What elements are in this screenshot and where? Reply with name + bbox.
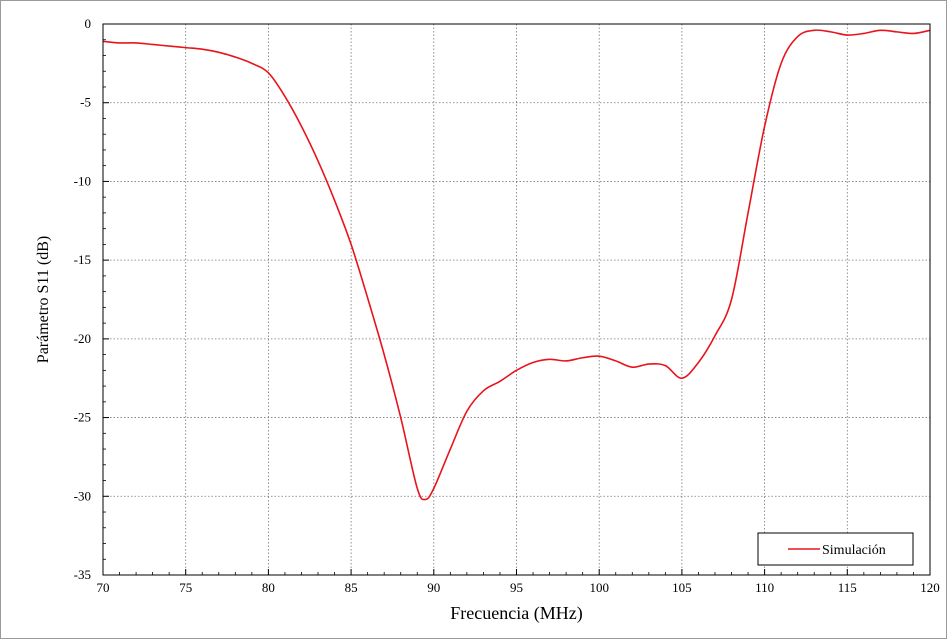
y-axis-ticks: 0 -5 -10 -15 -20 -25 -30 -35 bbox=[74, 16, 109, 582]
legend: Simulación bbox=[757, 532, 914, 566]
y-tick-label: -10 bbox=[74, 173, 91, 188]
minor-ticks bbox=[103, 39, 914, 575]
x-tick-label: 85 bbox=[345, 580, 358, 595]
series-line-simulacion bbox=[102, 29, 931, 501]
x-axis-label: Frecuencia (MHz) bbox=[450, 603, 582, 624]
legend-box bbox=[757, 532, 914, 566]
y-axis-label: Parámetro S11 (dB) bbox=[35, 236, 52, 363]
x-tick-label: 110 bbox=[755, 580, 774, 595]
grid-lines bbox=[103, 24, 930, 575]
y-tick-label: -25 bbox=[74, 410, 91, 425]
x-tick-label: 100 bbox=[589, 580, 609, 595]
x-tick-label: 115 bbox=[838, 580, 857, 595]
legend-label-simulacion: Simulación bbox=[822, 543, 886, 558]
series-layer bbox=[102, 29, 931, 501]
x-tick-label: 75 bbox=[179, 580, 192, 595]
y-tick-label: -5 bbox=[80, 95, 91, 110]
y-tick-label: -20 bbox=[74, 331, 91, 346]
x-tick-label: 95 bbox=[510, 580, 523, 595]
y-tick-label: -15 bbox=[74, 252, 91, 267]
y-tick-label: -30 bbox=[74, 488, 91, 503]
x-tick-label: 80 bbox=[262, 580, 275, 595]
x-tick-label: 105 bbox=[672, 580, 692, 595]
x-tick-label: 90 bbox=[427, 580, 440, 595]
plot-area-border bbox=[102, 23, 931, 576]
x-tick-label: 120 bbox=[920, 580, 940, 595]
y-tick-label: 0 bbox=[85, 16, 92, 31]
y-tick-label: -35 bbox=[74, 567, 91, 582]
x-tick-label: 70 bbox=[97, 580, 110, 595]
x-axis-ticks: 70 75 80 85 90 95 100 105 110 115 120 bbox=[97, 569, 940, 595]
